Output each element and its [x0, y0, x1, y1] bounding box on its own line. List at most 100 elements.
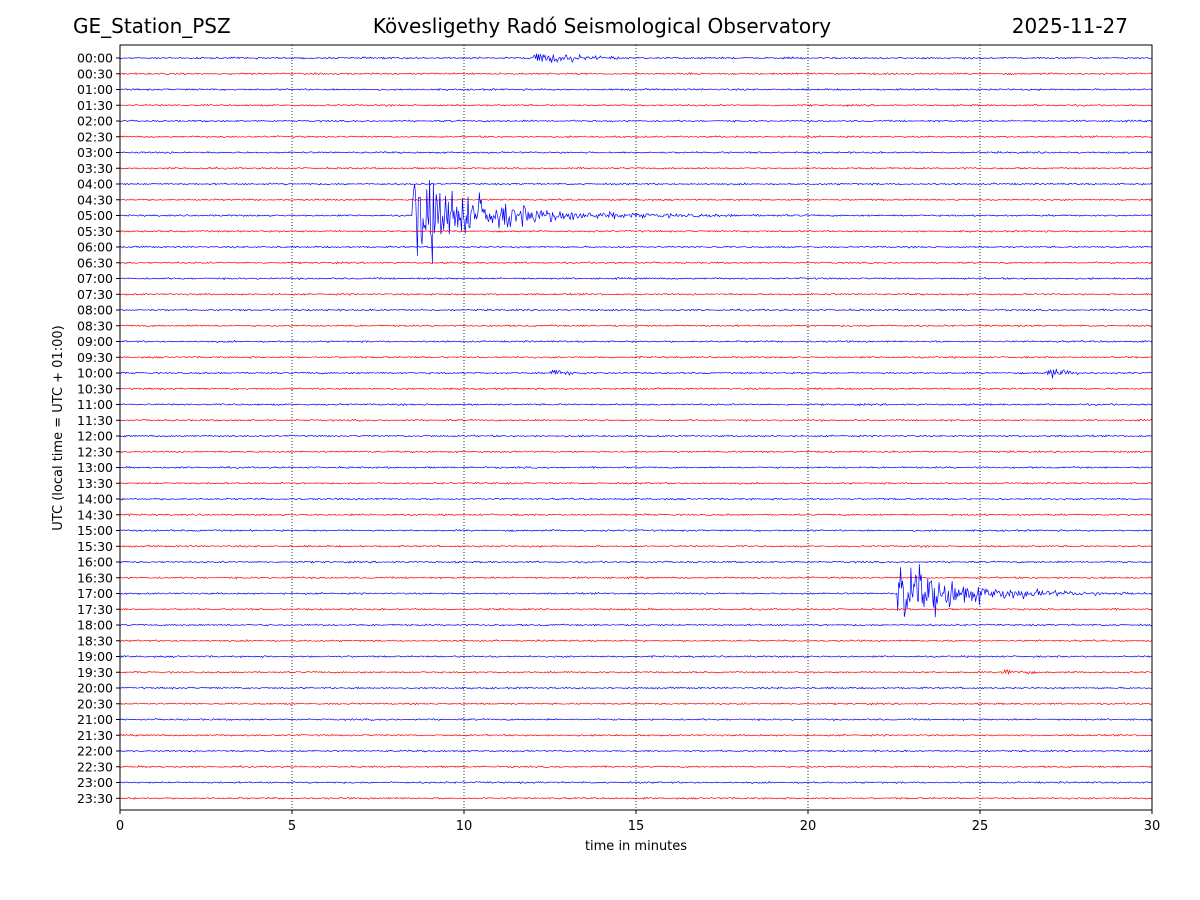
x-ticks: 0 5 10 15 20 25 30 [116, 810, 1160, 834]
row-time-label: 13:00 [77, 460, 113, 475]
row-time-label: 05:00 [77, 208, 113, 223]
trace-2200 [119, 749, 1153, 753]
row-time-label: 19:30 [77, 665, 113, 680]
trace-0330 [119, 166, 1153, 170]
row-time-label: 15:30 [77, 539, 113, 554]
row-time-label: 23:30 [77, 791, 113, 806]
x-tick-label: 30 [1144, 819, 1161, 834]
trace-1100 [119, 402, 1153, 407]
grid-layer [291, 45, 981, 810]
row-time-label: 12:00 [77, 429, 113, 444]
plot-frame [119, 44, 1153, 811]
row-time-label: 13:30 [77, 476, 113, 491]
trace-1000 [119, 368, 1153, 379]
row-time-label: 09:30 [77, 350, 113, 365]
row-time-label: 03:00 [77, 145, 113, 160]
trace-1200 [119, 434, 1153, 438]
x-tick-label: 0 [116, 819, 124, 834]
x-tick-label: 5 [288, 819, 296, 834]
row-time-label: 17:00 [77, 586, 113, 601]
trace-0230 [119, 135, 1153, 139]
trace-0300 [119, 150, 1153, 155]
row-time-label: 01:30 [77, 98, 113, 113]
trace-1430 [119, 513, 1153, 517]
row-time-label: 10:30 [77, 381, 113, 396]
row-time-label: 22:30 [77, 759, 113, 774]
trace-0400 [119, 182, 1153, 186]
row-time-label: 14:30 [77, 507, 113, 522]
trace-0630 [119, 261, 1153, 265]
row-time-label: 15:00 [77, 523, 113, 538]
trace-1800 [119, 623, 1153, 627]
y-axis-label: UTC (local time = UTC + 01:00) [51, 325, 66, 530]
trace-0130 [119, 103, 1153, 107]
row-time-label: 00:00 [77, 51, 113, 66]
row-time-label: 23:00 [77, 775, 113, 790]
trace-1030 [119, 387, 1153, 391]
trace-2130 [119, 733, 1153, 737]
trace-1600 [119, 560, 1153, 564]
row-time-label: 11:30 [77, 413, 113, 428]
trace-1630 [119, 576, 1153, 580]
trace-1700 [119, 564, 1153, 618]
trace-0100 [119, 88, 1153, 92]
row-time-label: 20:30 [77, 696, 113, 711]
trace-0700 [119, 276, 1153, 281]
x-axis-label: time in minutes [585, 839, 687, 854]
observatory-title: Kövesligethy Radó Seismological Observat… [372, 14, 832, 38]
row-time-label: 11:00 [77, 397, 113, 412]
trace-0930 [119, 355, 1153, 360]
row-time-label: 02:00 [77, 114, 113, 129]
row-time-label: 16:30 [77, 570, 113, 585]
row-time-label: 10:00 [77, 366, 113, 381]
row-time-label: 14:00 [77, 492, 113, 507]
row-time-label: 08:00 [77, 303, 113, 318]
trace-1530 [119, 544, 1153, 548]
x-tick-label: 10 [456, 819, 473, 834]
trace-0830 [119, 324, 1153, 328]
row-time-label: 05:30 [77, 224, 113, 239]
row-time-label: 21:00 [77, 712, 113, 727]
trace-0200 [119, 119, 1153, 123]
row-time-label: 00:30 [77, 66, 113, 81]
trace-1230 [119, 450, 1153, 454]
trace-2000 [119, 686, 1153, 690]
row-time-label: 20:00 [77, 681, 113, 696]
row-time-label: 18:00 [77, 618, 113, 633]
date-label: 2025-11-27 [1011, 14, 1128, 38]
row-time-label: 19:00 [77, 649, 113, 664]
row-time-label: 04:30 [77, 192, 113, 207]
trace-1400 [119, 497, 1153, 501]
y-ticks: 00:0000:3001:0001:3002:0002:3003:0003:30… [77, 51, 120, 806]
trace-1500 [119, 528, 1153, 533]
row-time-label: 01:00 [77, 82, 113, 97]
trace-layer [119, 53, 1153, 800]
trace-2230 [119, 765, 1153, 769]
station-label: GE_Station_PSZ [73, 14, 231, 38]
trace-2330 [119, 796, 1153, 800]
trace-0530 [119, 229, 1153, 233]
x-tick-label: 20 [800, 819, 817, 834]
row-time-label: 02:30 [77, 129, 113, 144]
row-time-label: 18:30 [77, 633, 113, 648]
x-tick-label: 25 [972, 819, 989, 834]
trace-0900 [119, 339, 1153, 344]
trace-2030 [119, 702, 1153, 706]
trace-0800 [119, 308, 1153, 312]
row-time-label: 08:30 [77, 318, 113, 333]
trace-0730 [119, 292, 1153, 296]
row-time-label: 12:30 [77, 444, 113, 459]
trace-1130 [119, 418, 1153, 423]
row-time-label: 16:00 [77, 555, 113, 570]
row-time-label: 06:30 [77, 255, 113, 270]
trace-0030 [119, 72, 1153, 76]
row-time-label: 09:00 [77, 334, 113, 349]
row-time-label: 04:00 [77, 177, 113, 192]
trace-1930 [119, 669, 1153, 675]
row-time-label: 06:00 [77, 240, 113, 255]
trace-1730 [119, 607, 1153, 611]
row-time-label: 07:00 [77, 271, 113, 286]
row-time-label: 22:00 [77, 744, 113, 759]
